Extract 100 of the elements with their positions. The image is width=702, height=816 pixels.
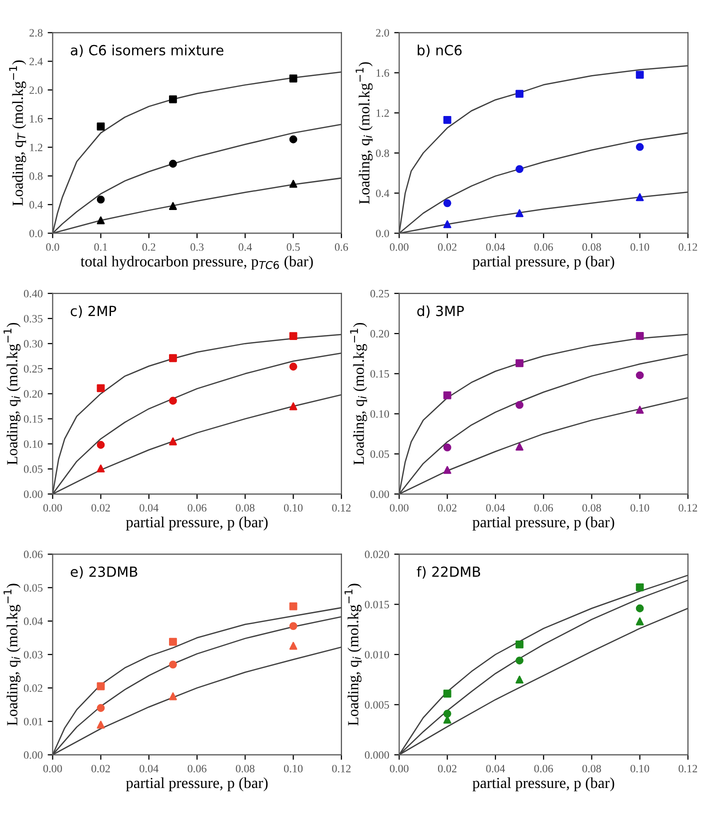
x-tick-label: 0.08: [582, 504, 601, 512]
point: [96, 464, 105, 472]
text: f) 22DMB: [416, 566, 480, 579]
y-tick-label: 0.00: [24, 751, 43, 759]
point: [636, 604, 644, 612]
point: [169, 660, 177, 668]
point: [169, 638, 177, 646]
point: [516, 209, 524, 218]
y-tick-label: 0.20: [24, 390, 43, 398]
text: d) 3MP: [417, 305, 464, 318]
y-tick-label: 1.2: [376, 109, 389, 117]
x-tick-label: 0.04: [140, 764, 158, 772]
x-tick-label: 0.12: [332, 764, 351, 772]
x-tick-label: 0.04: [486, 764, 505, 772]
y-tick-label: 0.03: [24, 650, 42, 659]
y-tick-label: 0.02: [24, 684, 42, 692]
x-tick-label: 0.1: [94, 243, 108, 251]
y-tick-label: 0.015: [364, 600, 390, 608]
point: [636, 70, 644, 79]
point: [516, 90, 524, 98]
point: [289, 622, 298, 630]
x-tick-label: 0.10: [284, 764, 303, 772]
point: [169, 95, 177, 104]
y-axis-title: Loading, q$_{i}$ (mol.kg$^{−1}$): [344, 584, 362, 726]
y-tick-label: 0.00: [370, 490, 390, 498]
text: b) nC6: [418, 44, 462, 58]
point: [96, 720, 105, 729]
point: [96, 196, 105, 204]
y-axis-title: Loading, q$_{i}$ (mol.kg$^{−1}$): [4, 322, 21, 465]
y-tick-label: 0.25: [24, 365, 42, 373]
x-tick-label: 0.08: [236, 504, 254, 512]
y-tick-label: 0.40: [24, 290, 43, 298]
x-tick-label: 0.08: [582, 243, 601, 251]
y-tick-label: 0.04: [24, 618, 43, 626]
x-tick-label: 0.08: [582, 764, 601, 772]
point: [96, 216, 105, 224]
x-axis-title: partial pressure, p (bar): [472, 256, 614, 270]
x-tick-label: 0.04: [486, 504, 505, 512]
point: [443, 690, 452, 698]
text: c) 2MP: [70, 305, 116, 318]
point: [636, 406, 644, 414]
point: [516, 640, 524, 648]
point: [516, 442, 524, 451]
point: [96, 384, 105, 392]
point: [169, 160, 177, 168]
point: [636, 583, 644, 592]
point: [443, 710, 452, 718]
x-tick-label: 0.12: [678, 764, 698, 772]
point: [96, 704, 105, 712]
x-tick-label: 0.04: [140, 504, 158, 512]
text: a) C6 isomers mixture: [70, 44, 224, 58]
y-tick-label: 2.0: [376, 29, 390, 37]
y-tick-label: 0.20: [370, 330, 390, 338]
y-tick-label: 0.30: [24, 340, 43, 348]
x-tick-label: 0.06: [188, 504, 206, 512]
y-tick-label: 0.05: [370, 450, 390, 458]
point: [169, 354, 177, 362]
y-tick-label: 0.000: [364, 751, 390, 759]
x-tick-label: 0.06: [534, 764, 553, 772]
x-tick-label: 0.12: [678, 504, 698, 512]
point: [289, 74, 298, 82]
point: [96, 122, 105, 130]
y-tick-label: 0.8: [376, 149, 390, 158]
y-tick-label: 0.01: [24, 718, 42, 726]
point: [289, 135, 298, 144]
y-axis-title: Loading, q$_{T}$ (mol.kg$^{−1}$): [9, 60, 26, 206]
x-tick-label: 0.00: [43, 764, 62, 772]
point: [516, 359, 524, 368]
x-tick-label: 0.00: [390, 764, 408, 772]
y-axis-title: Loading, q$_{i}$ (mol.kg$^{−1}$): [356, 62, 373, 204]
x-tick-label: 0.00: [390, 243, 408, 251]
point: [289, 402, 298, 410]
y-tick-label: 1.6: [376, 69, 390, 77]
x-tick-label: 0.06: [534, 504, 553, 512]
y-tick-label: 0.15: [370, 370, 390, 378]
y-tick-label: 0.06: [24, 550, 43, 558]
point: [443, 391, 452, 400]
x-tick-label: 0.02: [438, 504, 456, 512]
x-tick-label: 0.00: [390, 504, 408, 512]
x-tick-label: 0.4: [238, 243, 252, 251]
y-tick-label: 0.0: [29, 230, 43, 238]
y-tick-label: 0.00: [24, 490, 43, 498]
x-tick-label: 0.3: [190, 243, 204, 251]
y-tick-label: 2.0: [30, 86, 43, 94]
x-tick-label: 0.2: [142, 243, 156, 251]
point: [636, 332, 644, 340]
point: [443, 444, 452, 452]
point: [289, 602, 298, 610]
point: [443, 220, 452, 228]
y-tick-label: 1.2: [30, 144, 42, 152]
x-axis-title: partial pressure, p (bar): [472, 516, 614, 530]
point: [636, 143, 644, 151]
point: [516, 656, 524, 664]
x-tick-label: 0.02: [91, 504, 110, 512]
point: [96, 682, 105, 690]
point: [516, 401, 524, 409]
point: [169, 396, 177, 405]
y-tick-label: 0.4: [29, 201, 43, 209]
x-tick-label: 0.02: [91, 764, 110, 772]
y-axis-title: Loading, q$_{i}$ (mol.kg$^{−1}$): [350, 322, 368, 465]
